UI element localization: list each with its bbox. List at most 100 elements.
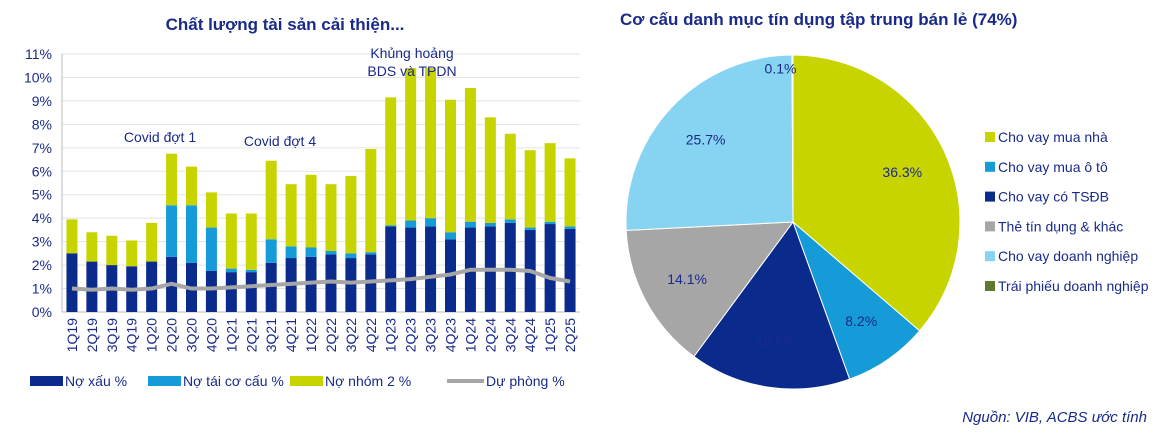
bar-N-nh-m-2- — [564, 158, 576, 227]
pie-slice — [625, 221, 795, 358]
pie-chart-title: Cơ cấu danh mục tín dụng tập trung bán l… — [620, 10, 1017, 29]
bar-N-nh-m-2- — [225, 213, 237, 269]
y-tick-label: 1% — [32, 281, 52, 297]
x-tick-label: 1Q21 — [223, 318, 239, 352]
provision-line — [71, 267, 571, 292]
bar-N-x-u- — [86, 261, 98, 312]
bar-N-nh-m-2- — [345, 175, 357, 254]
bar-N-t-i-c-c-u- — [484, 222, 496, 227]
bar-N-t-i-c-c-u- — [186, 205, 197, 263]
x-tick-label: 2Q23 — [403, 318, 419, 352]
bar-N-x-u- — [245, 272, 257, 312]
source-note: Nguồn: VIB, ACBS ước tính — [962, 409, 1147, 426]
legend-swatch — [985, 221, 995, 232]
legend-swatch — [985, 132, 995, 142]
bar-N-nh-m-2- — [245, 213, 257, 270]
x-tick-label: 3Q20 — [184, 318, 200, 352]
bar-N-x-u- — [504, 222, 516, 312]
legend-label: Cho vay doanh nghiệp — [998, 248, 1138, 264]
x-tick-label: 3Q19 — [104, 318, 120, 352]
bar-N-t-i-c-c-u- — [305, 247, 317, 257]
y-tick-label: 11% — [25, 46, 52, 62]
legend-label: Thẻ tín dụng & khác — [998, 218, 1123, 234]
bar-N-nh-m-2- — [86, 232, 98, 262]
x-tick-label: 3Q21 — [263, 318, 279, 352]
x-tick-label: 4Q21 — [283, 318, 299, 352]
bar-N-nh-m-2- — [365, 148, 377, 253]
y-tick-label: 6% — [32, 163, 52, 179]
bar-N-nh-m-2- — [524, 150, 536, 228]
bar-N-t-i-c-c-u- — [524, 227, 536, 230]
annotation: BDS và TPDN — [367, 63, 456, 79]
x-tick-label: 2Q24 — [482, 318, 498, 352]
bar-N-t-i-c-c-u- — [345, 253, 357, 259]
x-tick-label: 3Q23 — [423, 318, 439, 352]
y-tick-label: 10% — [24, 69, 52, 85]
bar-N-x-u- — [265, 262, 277, 312]
bar-N-x-u- — [385, 226, 397, 312]
bar-N-nh-m-2- — [504, 133, 516, 220]
pie-slice — [625, 54, 794, 231]
annotation: Covid đợt 1 — [124, 129, 196, 145]
x-tick-label: 3Q24 — [502, 318, 518, 352]
pie-slice-label: 15.6% — [756, 333, 796, 349]
bar-N-t-i-c-c-u- — [445, 232, 456, 240]
bar-N-t-i-c-c-u- — [425, 218, 437, 227]
legend-swatch — [985, 281, 995, 291]
legend-swatch — [985, 251, 995, 262]
legend-swatch — [30, 376, 63, 386]
x-tick-label: 4Q20 — [203, 318, 219, 352]
x-tick-label: 4Q19 — [124, 318, 140, 352]
bar-N-x-u- — [425, 226, 437, 312]
bar-N-t-i-c-c-u- — [285, 246, 297, 259]
x-tick-label: 4Q23 — [443, 318, 459, 352]
x-tick-label: 1Q25 — [542, 318, 558, 352]
bar-N-t-i-c-c-u- — [464, 221, 476, 228]
x-tick-label: 1Q24 — [462, 318, 478, 352]
pie-slice-label: 14.1% — [667, 271, 707, 287]
x-tick-label: 2Q22 — [323, 318, 339, 352]
x-tick-label: 4Q24 — [522, 318, 538, 352]
x-tick-label: 3Q22 — [343, 318, 359, 352]
x-tick-label: 2Q20 — [164, 318, 180, 352]
bar-N-nh-m-2- — [146, 222, 158, 262]
y-tick-label: 9% — [32, 93, 52, 109]
bar-N-nh-m-2- — [544, 143, 556, 222]
bar-N-nh-m-2- — [445, 99, 456, 233]
legend-swatch — [985, 191, 995, 202]
bar-N-nh-m-2- — [464, 88, 476, 222]
legend-label: Cho vay có TSĐB — [998, 189, 1109, 205]
bar-N-x-u- — [405, 227, 417, 312]
pie-slice — [791, 54, 794, 223]
bar-N-nh-m-2- — [166, 153, 178, 206]
legend-label: Nợ nhóm 2 % — [325, 373, 411, 389]
pie-slice-label: 0.1% — [765, 60, 797, 76]
y-tick-label: 5% — [32, 187, 52, 203]
bar-N-t-i-c-c-u- — [166, 205, 178, 257]
bar-N-t-i-c-c-u- — [365, 252, 377, 255]
pie-slice — [792, 54, 961, 332]
y-tick-label: 2% — [32, 257, 52, 273]
bar-N-t-i-c-c-u- — [385, 225, 397, 227]
bar-N-nh-m-2- — [405, 68, 417, 221]
x-tick-label: 2Q19 — [84, 318, 100, 352]
x-tick-label: 4Q22 — [363, 318, 379, 352]
bar-N-t-i-c-c-u- — [225, 268, 237, 273]
bar-N-nh-m-2- — [265, 160, 277, 240]
legend-label: Nợ tái cơ cấu % — [183, 373, 284, 389]
x-tick-label: 2Q21 — [243, 318, 259, 352]
bar-N-t-i-c-c-u- — [504, 219, 516, 223]
bar-N-nh-m-2- — [425, 68, 437, 219]
pie-slice-label: 36.3% — [882, 164, 922, 180]
bar-N-t-i-c-c-u- — [544, 221, 556, 225]
x-tick-label: 1Q23 — [383, 318, 399, 352]
bar-N-t-i-c-c-u- — [405, 220, 417, 228]
x-tick-label: 1Q22 — [303, 318, 319, 352]
annotation: Covid đợt 4 — [244, 133, 316, 149]
legend-label: Nợ xấu % — [65, 373, 127, 389]
y-tick-label: 0% — [32, 304, 52, 320]
legend-swatch — [290, 376, 323, 386]
bar-N-nh-m-2- — [126, 240, 138, 267]
bar-N-t-i-c-c-u- — [265, 239, 277, 263]
